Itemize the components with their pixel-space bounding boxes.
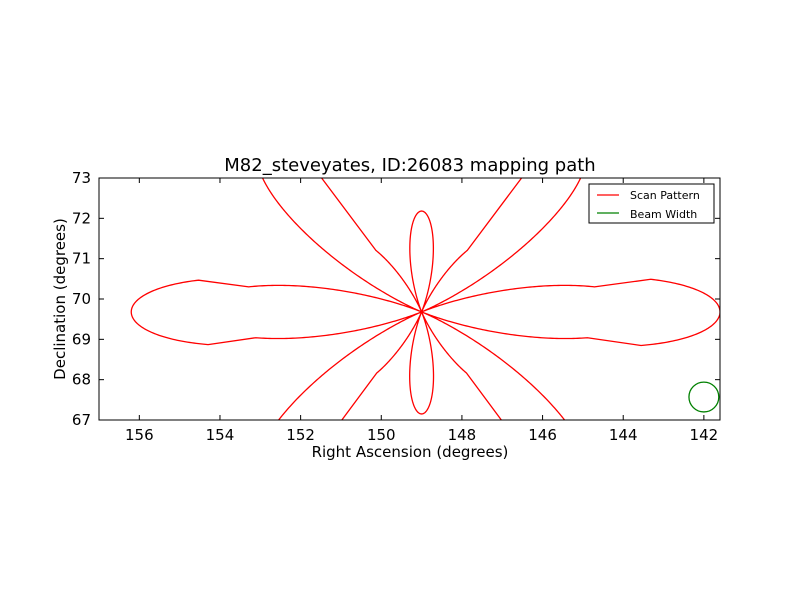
y-tick-label: 70 [72, 290, 91, 308]
y-tick-label: 71 [72, 250, 91, 268]
y-tick-label: 69 [72, 330, 91, 348]
legend-box [588, 183, 715, 224]
x-tick-label: 142 [690, 426, 719, 444]
y-tick-label: 73 [72, 169, 91, 187]
y-tick-label: 67 [72, 411, 91, 429]
legend: Scan Pattern Beam Width [588, 183, 715, 224]
x-tick-label: 144 [609, 426, 638, 444]
chart-title: M82_steveyates, ID:26083 mapping path [224, 155, 595, 176]
legend-label-beam-width: Beam Width [630, 208, 697, 221]
series-layer [130, 178, 720, 420]
scan-pattern-line [130, 178, 720, 420]
plot-frame [98, 177, 721, 421]
y-tick-label: 72 [72, 209, 91, 227]
ticks-layer: 156 154 152 150 148 146 144 142 67 68 69 70 71 72 73 [72, 169, 720, 444]
x-tick-label: 146 [528, 426, 557, 444]
y-tick-label: 68 [72, 371, 91, 389]
x-axis-label: Right Ascension (degrees) [312, 443, 509, 461]
x-tick-label: 156 [125, 426, 154, 444]
legend-label-scan-pattern: Scan Pattern [630, 189, 700, 202]
x-tick-label: 148 [448, 426, 477, 444]
y-axis-label: Declination (degrees) [51, 218, 69, 380]
beam-width-circle [688, 381, 720, 413]
x-tick-label: 150 [367, 426, 396, 444]
x-tick-label: 152 [286, 426, 315, 444]
x-tick-label: 154 [206, 426, 235, 444]
